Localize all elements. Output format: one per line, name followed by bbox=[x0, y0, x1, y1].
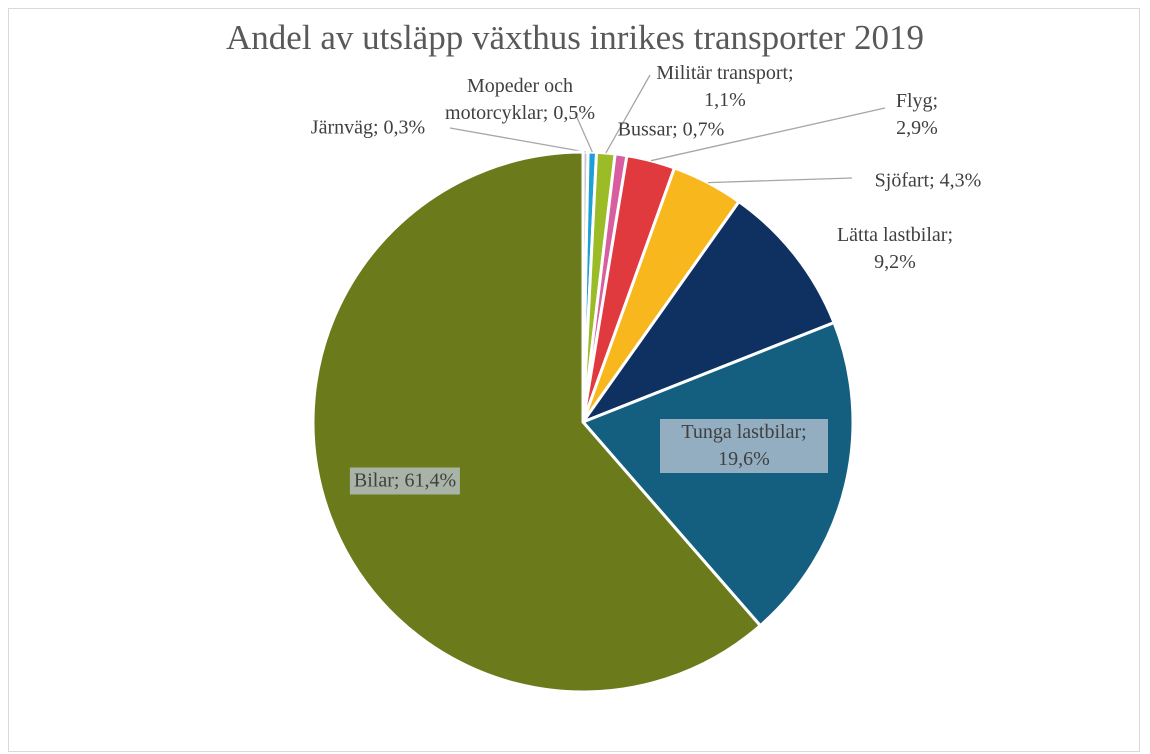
pie-slice bbox=[578, 199, 836, 426]
leader-line bbox=[605, 74, 651, 154]
data-label: Järnväg; 0,3% bbox=[310, 116, 426, 139]
leader-line bbox=[574, 112, 593, 153]
data-label: Tunga lastbilar; 19,6% bbox=[660, 419, 828, 473]
data-label: Flyg; 2,9% bbox=[895, 90, 939, 139]
chart-title: Andel av utsläpp växthus inrikes transpo… bbox=[226, 18, 924, 57]
data-label: Bilar; 61,4% bbox=[349, 467, 461, 495]
data-label: Mopeder och motorcyklar; 0,5% bbox=[445, 75, 595, 124]
leader-line bbox=[650, 107, 886, 162]
data-label: Sjöfart; 4,3% bbox=[874, 169, 982, 192]
leader-line bbox=[707, 177, 853, 184]
data-label: Lätta lastbilar; 9,2% bbox=[836, 224, 954, 273]
leader-line bbox=[449, 127, 586, 153]
pie-slice bbox=[311, 150, 763, 694]
pie-slice bbox=[580, 320, 855, 628]
chart-border bbox=[8, 8, 1140, 752]
data-label: Militär transport; 1,1% bbox=[656, 62, 794, 111]
data-label: Bussar; 0,7% bbox=[617, 118, 725, 141]
